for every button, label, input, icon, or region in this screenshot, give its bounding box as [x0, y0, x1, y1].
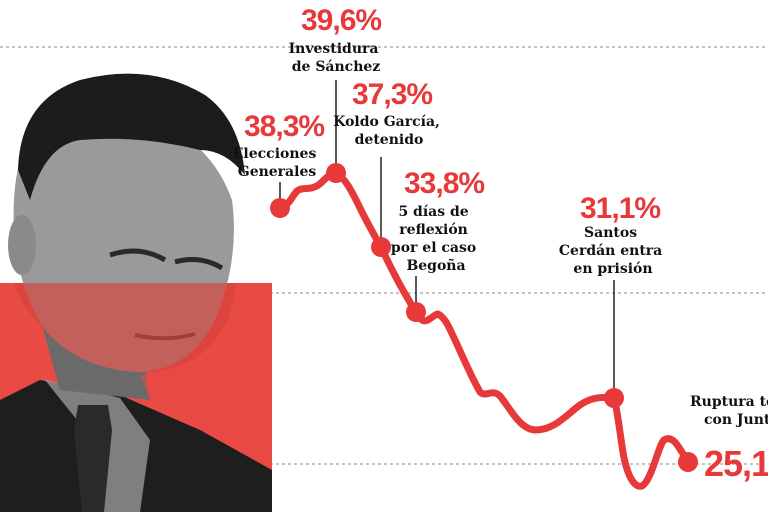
value-label: 39,6%: [301, 4, 381, 37]
annotation-line: en prisión: [573, 261, 652, 277]
portrait-red-tint: [0, 283, 272, 470]
annotation-line: Investidura: [289, 41, 379, 57]
annotation-label: Koldo García, detenido: [333, 114, 445, 148]
value-label: 38,3%: [244, 110, 324, 143]
point-koldo: [371, 237, 391, 257]
annotation-line: de Sánchez: [292, 59, 381, 75]
annotation-label: Investidura de Sánchez: [289, 41, 384, 75]
annotation-line: reflexión: [399, 222, 468, 238]
annotation-label: Santos Cerdán entra en prisión: [559, 225, 667, 277]
highlight-santos: [574, 342, 626, 402]
annotation-line: Koldo García,: [333, 114, 440, 130]
point-begona: [406, 302, 426, 322]
point-santos: [604, 388, 624, 408]
point-ruptura: [678, 452, 698, 472]
annotation-line: Begoña: [406, 257, 465, 274]
leader-lines: [279, 80, 615, 395]
annotation-line: Elecciones: [233, 146, 317, 162]
annotation-line: Ruptura to: [690, 394, 768, 410]
annotation-line: con Junt: [704, 412, 768, 428]
portrait-photo: [0, 73, 272, 512]
portrait-eyes: [109, 248, 224, 271]
point-elecciones: [270, 198, 290, 218]
annotation-label: 5 días de reflexión por el caso Begoña: [391, 204, 481, 274]
portrait-tie: [74, 405, 112, 512]
value-label: 25,1: [704, 443, 768, 484]
annotation-line: 5 días de: [398, 204, 468, 220]
portrait-hair: [18, 73, 245, 200]
value-label: 33,8%: [404, 167, 484, 200]
annotation-label: Ruptura to con Junt: [690, 394, 768, 428]
annotation-label: Elecciones Generales: [233, 146, 321, 180]
value-label: 31,1%: [580, 192, 660, 225]
portrait-face-tint: [14, 283, 236, 373]
annotation-line: Generales: [238, 164, 317, 180]
point-investidura: [326, 163, 346, 183]
data-points: [270, 163, 698, 472]
value-label: 37,3%: [352, 78, 432, 111]
portrait-ear: [8, 215, 36, 275]
annotation-line: Santos: [584, 225, 637, 241]
annotation-line: detenido: [355, 132, 424, 148]
annotation-line: Cerdán entra: [559, 243, 662, 259]
annotation-line: por el caso: [391, 240, 476, 256]
